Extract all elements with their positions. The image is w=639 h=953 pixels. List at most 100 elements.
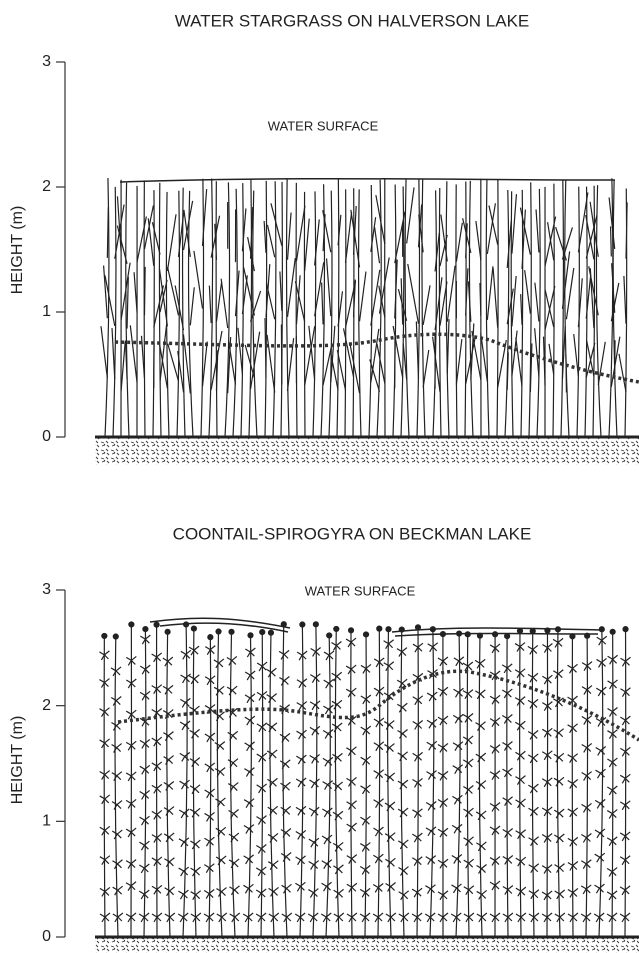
stem [404, 178, 410, 438]
whorl [99, 650, 110, 661]
panel-title: COONTAIL-SPIROGYRA ON BECKMAN LAKE [173, 524, 532, 543]
whorl [528, 863, 540, 874]
stem [611, 631, 614, 938]
stem [416, 178, 421, 438]
tip [598, 626, 605, 633]
leaf [561, 251, 571, 309]
whorl [346, 800, 357, 811]
stem [208, 637, 212, 938]
whorl [606, 890, 618, 901]
leaf [406, 187, 415, 244]
whorl [554, 863, 565, 873]
leaf [524, 270, 531, 314]
whorl [463, 912, 475, 923]
leaf [422, 349, 430, 388]
whorl [567, 663, 578, 674]
whorl [139, 690, 151, 701]
leaf [158, 268, 169, 327]
whorl [139, 863, 150, 874]
whorl [310, 647, 321, 657]
leaf [546, 222, 555, 261]
whorl [228, 832, 240, 843]
whorl [163, 832, 175, 843]
whorl [163, 781, 175, 791]
whorl [360, 725, 372, 736]
whorl [426, 691, 438, 702]
whorl [227, 730, 239, 741]
whorl [189, 757, 201, 767]
stem [328, 190, 333, 438]
whorl [178, 866, 190, 877]
whorl [527, 730, 539, 740]
whorl [256, 722, 268, 733]
stem [247, 635, 252, 938]
whorl [528, 783, 539, 794]
leaf [143, 266, 146, 316]
whorl [215, 826, 227, 837]
whorl [296, 678, 308, 689]
whorl [619, 831, 631, 842]
whorl [307, 912, 319, 923]
stem [392, 184, 397, 438]
whorl [346, 715, 357, 726]
leaf [103, 265, 108, 319]
whorl [125, 678, 137, 689]
leaf [465, 268, 469, 316]
leaf [534, 282, 540, 322]
leaf [565, 354, 568, 393]
leaf [422, 285, 431, 325]
leaf [378, 285, 386, 318]
whorl [502, 714, 513, 724]
whorl [514, 720, 526, 731]
stem [531, 631, 535, 938]
whorl [424, 912, 436, 923]
whorl [268, 912, 280, 923]
whorl [619, 912, 631, 923]
stem [519, 630, 522, 938]
whorl [322, 807, 333, 818]
whorl [373, 853, 384, 864]
whorl [112, 912, 124, 923]
stem [215, 181, 218, 438]
whorl [309, 778, 320, 789]
leaf [577, 278, 583, 328]
stem [485, 179, 490, 438]
leaf [492, 267, 499, 328]
stem [598, 629, 604, 938]
leaf [249, 290, 262, 322]
whorl [411, 856, 423, 867]
whorl [256, 783, 267, 794]
whorl [216, 912, 228, 923]
plants [99, 621, 631, 938]
tip [207, 634, 214, 641]
tip [190, 625, 198, 632]
whorl [179, 779, 190, 790]
whorl [99, 738, 110, 749]
whorl [226, 655, 238, 666]
whorl [581, 715, 593, 725]
whorl [620, 746, 631, 757]
whorl [162, 656, 174, 667]
whorl [179, 720, 191, 731]
whorl [620, 687, 631, 698]
whorl [606, 836, 618, 847]
whorl [279, 732, 291, 743]
whorl [266, 667, 277, 678]
whorl [360, 663, 372, 674]
whorl [151, 761, 163, 772]
whorl [411, 912, 423, 923]
leaf [475, 220, 482, 261]
plants [100, 177, 628, 438]
whorl [125, 881, 137, 892]
leaf [352, 205, 357, 255]
whorl [125, 709, 137, 720]
whorl [554, 912, 566, 923]
tip [128, 621, 135, 628]
tip [385, 626, 392, 633]
whorl [581, 802, 592, 813]
whorl [125, 859, 137, 869]
whorl [620, 656, 631, 667]
whorl [527, 672, 539, 683]
whorl [502, 828, 514, 838]
tip [299, 621, 306, 628]
